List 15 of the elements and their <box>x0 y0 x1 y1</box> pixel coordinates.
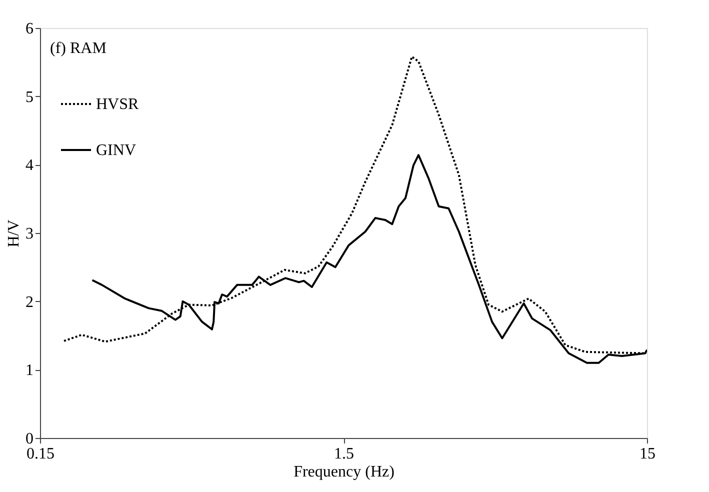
annotation: (f) RAM <box>50 40 106 57</box>
y-axis-title: H/V <box>6 219 22 248</box>
y-tick-label: 1 <box>26 362 34 380</box>
legend-label: HVSR <box>96 96 140 113</box>
y-tick-label: 3 <box>26 226 34 242</box>
y-tick-label: 4 <box>26 157 34 174</box>
x-tick-label: 0.15 <box>26 446 54 462</box>
x-tick-label: 15 <box>640 446 656 462</box>
x-tick-label: 1.5 <box>334 446 354 462</box>
y-tick-label: 5 <box>26 88 34 106</box>
y-tick-label: 0 <box>26 430 34 448</box>
x-axis-title: Frequency (Hz) <box>294 464 394 480</box>
legend-label: GINV <box>96 142 136 159</box>
y-tick-label: 2 <box>26 294 34 311</box>
y-tick-label: 6 <box>26 20 34 38</box>
